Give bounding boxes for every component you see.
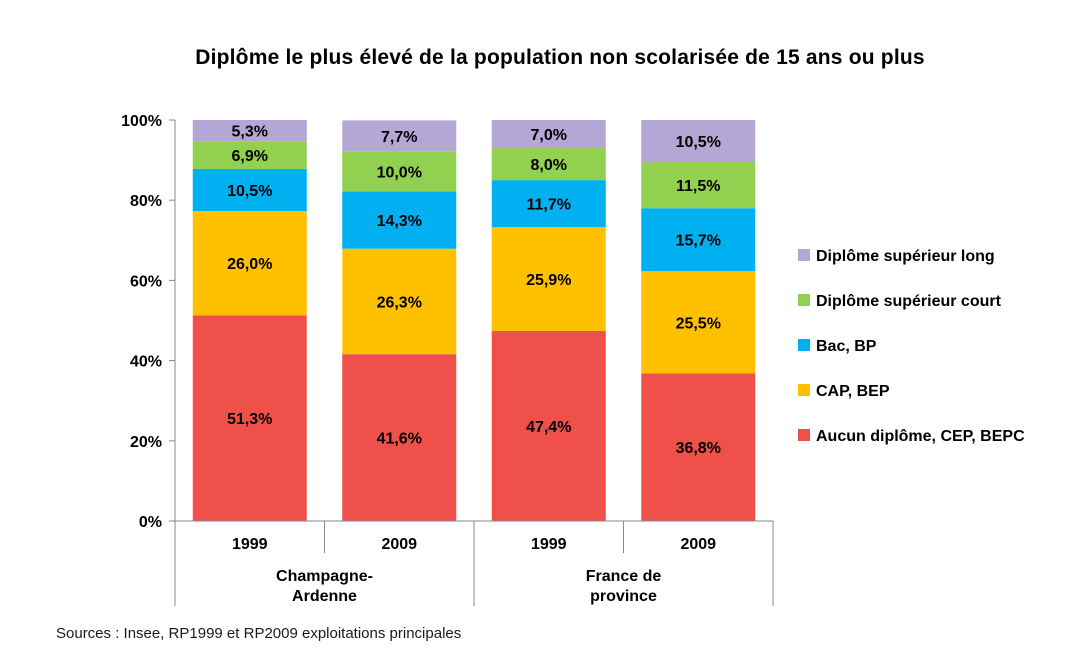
data-label: 7,7% (381, 129, 417, 146)
data-label: 10,5% (227, 183, 272, 200)
bar-segment (641, 271, 756, 374)
group-label: Ardenne (292, 588, 357, 605)
y-tick-label: 0% (139, 514, 162, 531)
data-label: 25,5% (676, 315, 721, 332)
bar-segment (192, 168, 307, 212)
legend-swatch (798, 384, 810, 396)
x-tick-label: 2009 (381, 536, 417, 553)
x-tick-label: 1999 (531, 536, 567, 553)
group-label: France de (586, 568, 662, 585)
bar-segment (192, 315, 307, 521)
data-label: 8,0% (531, 157, 567, 174)
legend-label: Bac, BP (816, 338, 877, 355)
bar-segment (342, 151, 457, 192)
legend-swatch (798, 339, 810, 351)
bar-segment (491, 227, 606, 331)
data-label: 14,3% (377, 213, 422, 230)
data-label: 7,0% (531, 127, 567, 144)
bar-segment (342, 354, 457, 521)
data-label: 15,7% (676, 233, 721, 250)
bar-segment (192, 211, 307, 316)
legend-label: Aucun diplôme, CEP, BEPC (816, 428, 1025, 445)
bar-segment (641, 373, 756, 521)
y-tick-label: 40% (130, 354, 162, 371)
chart-title: Diplôme le plus élevé de la population n… (195, 46, 925, 69)
bar-segment (491, 330, 606, 521)
legend-label: CAP, BEP (816, 383, 890, 400)
legend-swatch (798, 294, 810, 306)
bar-segment (491, 180, 606, 228)
bar-segment (641, 162, 756, 209)
bar-segment (192, 120, 307, 142)
y-tick-label: 100% (121, 113, 162, 130)
bar-segment (641, 208, 756, 272)
y-tick-label: 60% (130, 273, 162, 290)
legend-swatch (798, 249, 810, 261)
bar-segment (342, 191, 457, 249)
data-label: 6,9% (232, 148, 268, 165)
x-tick-label: 1999 (232, 536, 268, 553)
data-label: 25,9% (526, 272, 571, 289)
source-note: Sources : Insee, RP1999 et RP2009 exploi… (56, 625, 462, 642)
bar-segment (342, 248, 457, 355)
legend-swatch (798, 429, 810, 441)
data-label: 26,0% (227, 256, 272, 273)
bar-segment (491, 120, 606, 149)
group-label: province (590, 588, 657, 605)
bar-segment (192, 141, 307, 169)
data-label: 47,4% (526, 419, 571, 436)
bar-segment (342, 120, 457, 152)
legend-label: Diplôme supérieur court (816, 293, 1002, 310)
data-label: 51,3% (227, 411, 272, 428)
data-label: 10,0% (377, 164, 422, 181)
legend-label: Diplôme supérieur long (816, 248, 995, 265)
x-tick-label: 2009 (680, 536, 716, 553)
y-tick-label: 20% (130, 434, 162, 451)
data-label: 10,5% (676, 134, 721, 151)
bar-segment (641, 120, 756, 163)
group-label: Champagne- (276, 568, 373, 585)
data-label: 36,8% (676, 440, 721, 457)
data-label: 11,7% (527, 197, 571, 214)
data-label: 11,5% (676, 178, 720, 195)
bar-segment (491, 148, 606, 181)
data-label: 5,3% (232, 124, 268, 141)
data-label: 41,6% (377, 431, 422, 448)
y-tick-label: 80% (130, 193, 162, 210)
data-label: 26,3% (377, 294, 422, 311)
